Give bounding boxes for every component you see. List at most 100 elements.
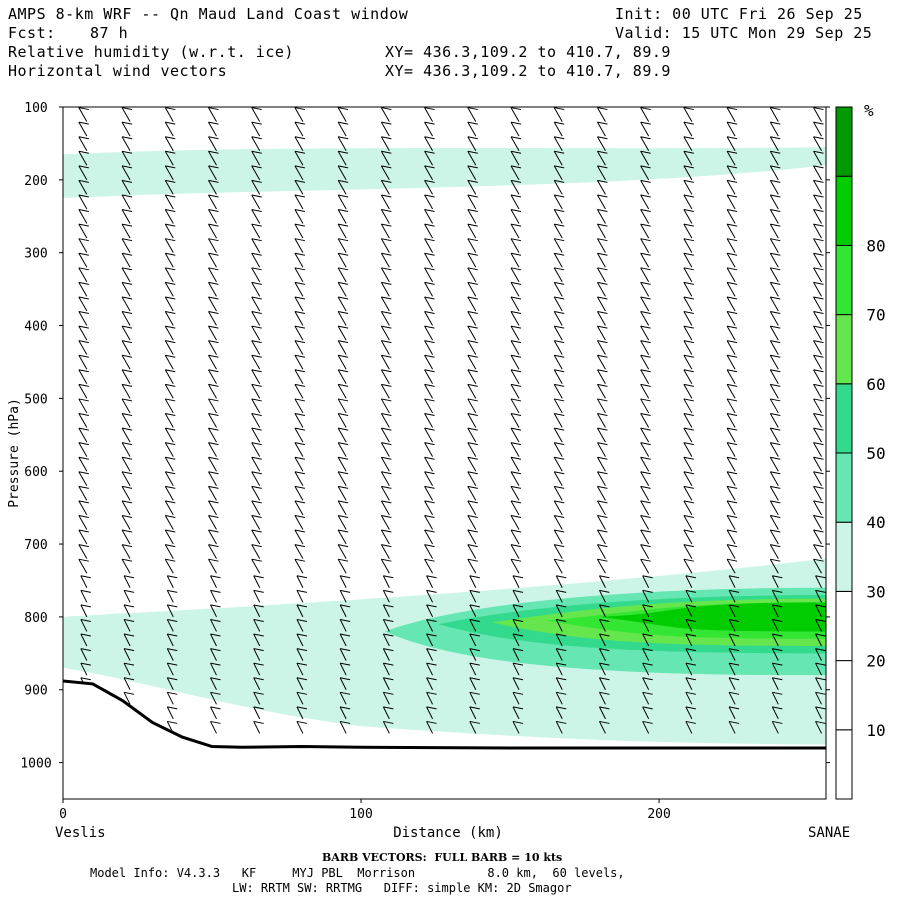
barb-shaft	[382, 619, 390, 632]
barb-shaft	[726, 282, 736, 297]
barb-shaft	[337, 107, 347, 122]
barb-flag	[467, 267, 478, 271]
wind-barb	[123, 618, 135, 632]
barb-shaft	[642, 706, 650, 720]
barb-shaft	[166, 648, 174, 661]
barb-flag	[383, 706, 394, 710]
barb-shaft	[339, 662, 347, 676]
barb-flag	[121, 558, 133, 562]
wind-barb	[726, 383, 738, 399]
barb-flag	[251, 165, 262, 169]
barb-flag	[167, 648, 178, 652]
barb-flag	[424, 238, 435, 242]
barb-flag	[123, 633, 135, 637]
barb-flag	[642, 633, 653, 637]
barb-flag	[165, 369, 176, 373]
barb-shaft	[253, 648, 261, 661]
wind-barb	[813, 311, 824, 326]
barb-shaft	[726, 354, 736, 370]
wind-barb	[164, 544, 176, 559]
barb-flag	[208, 267, 219, 271]
wind-barb	[164, 267, 176, 283]
wind-barb	[597, 223, 608, 239]
barb-shaft	[208, 267, 217, 283]
barb-flag	[683, 456, 694, 460]
barb-shaft	[683, 180, 693, 195]
barb-flag	[338, 383, 349, 387]
barb-shaft	[726, 500, 736, 516]
barb-shaft	[553, 427, 563, 443]
barb-shaft	[469, 662, 477, 676]
wind-barb	[121, 296, 133, 312]
barb-shaft	[512, 662, 520, 676]
barb-shaft	[467, 296, 477, 312]
barb-shaft	[555, 706, 563, 720]
wind-barb	[512, 677, 524, 690]
barb-shaft	[726, 413, 736, 428]
barb-flag	[685, 604, 696, 608]
barb-flag	[683, 383, 694, 387]
barb-shaft	[683, 325, 693, 341]
wind-barb	[467, 150, 478, 166]
wind-barb	[251, 311, 262, 326]
barb-shaft	[424, 398, 434, 414]
wind-barb	[78, 238, 89, 253]
barb-shaft	[337, 121, 347, 137]
wind-barb	[510, 442, 522, 457]
barb-flag	[554, 136, 565, 140]
barb-flag	[165, 354, 176, 358]
barb-shaft	[683, 238, 693, 253]
barb-shaft	[424, 486, 434, 501]
barb-flag	[683, 398, 694, 402]
barb-flag	[772, 662, 783, 666]
barb-flag	[424, 442, 435, 446]
barb-flag	[208, 252, 219, 256]
barb-shaft	[337, 500, 347, 516]
barb-shaft	[78, 209, 88, 224]
wind-barb	[80, 662, 91, 676]
barb-shaft	[166, 619, 174, 632]
barb-flag	[813, 500, 824, 504]
barb-shaft	[208, 223, 217, 239]
barb-flag	[770, 325, 781, 329]
barb-shaft	[769, 107, 779, 122]
barb-shaft	[424, 558, 434, 574]
wind-barb	[251, 514, 262, 530]
barb-shaft	[685, 692, 693, 705]
barb-flag	[467, 398, 478, 402]
barb-shaft	[78, 325, 88, 341]
barb-shaft	[813, 165, 822, 181]
wind-barb	[553, 311, 565, 326]
wind-barb	[251, 121, 262, 137]
barb-flag	[642, 691, 653, 695]
wind-barb	[815, 720, 826, 734]
wind-barb	[815, 662, 826, 676]
barb-shaft	[726, 165, 736, 181]
barb-flag	[340, 648, 351, 652]
barb-shaft	[296, 706, 304, 720]
barb-flag	[80, 677, 91, 681]
barb-flag	[772, 575, 783, 579]
barb-shaft	[380, 558, 390, 574]
field1-xy: XY= 436.3,109.2 to 410.7, 89.9	[385, 43, 671, 61]
barb-flag	[728, 633, 740, 637]
barb-shaft	[294, 121, 304, 137]
barb-flag	[597, 107, 608, 111]
barb-shaft	[683, 529, 693, 545]
wind-barb	[210, 589, 221, 603]
barb-shaft	[553, 471, 563, 487]
barb-shaft	[640, 165, 650, 181]
barb-flag	[726, 209, 738, 213]
barb-shaft	[166, 692, 174, 705]
barb-flag	[424, 121, 435, 125]
barb-shaft	[769, 544, 779, 559]
wind-barb	[294, 500, 306, 516]
wind-barb	[467, 558, 478, 574]
barb-flag	[770, 383, 781, 387]
barb-flag	[770, 194, 781, 198]
wind-barb	[467, 136, 478, 151]
wind-barb	[424, 340, 435, 355]
barb-flag	[640, 267, 651, 271]
barb-shaft	[510, 427, 520, 443]
barb-flag	[338, 514, 349, 518]
